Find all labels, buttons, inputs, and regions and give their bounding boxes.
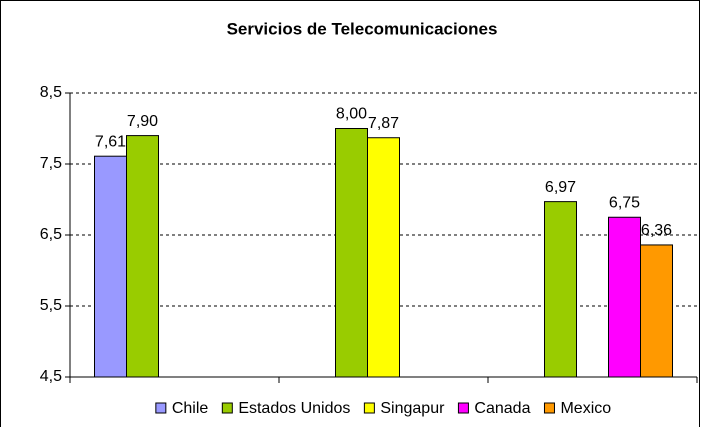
bar [94,155,127,378]
legend-swatch [457,402,469,414]
chart-title: Servicios de Telecomunicaciones [227,19,498,38]
legend-label: Singapur [380,400,445,417]
bar [126,135,159,378]
bar [640,244,673,378]
value-label: 6,75 [609,194,640,211]
bar [367,137,400,378]
legend-label: Chile [172,400,209,417]
y-tick-label: 7,5 [40,155,62,172]
legend-label: Mexico [560,400,611,417]
bar [608,216,641,378]
legend-swatch [543,402,555,414]
legend-swatch [221,402,233,414]
y-tick-label: 4,5 [40,368,62,385]
value-label: 6,97 [545,179,576,196]
value-label: 8,00 [336,106,367,123]
y-tick-label: 6,5 [40,226,62,243]
y-tick-label: 8,5 [40,84,62,101]
bar [335,128,368,378]
value-label: 6,36 [641,222,672,239]
bar [544,201,577,378]
value-label: 7,87 [368,115,399,132]
legend-swatch [155,402,167,414]
value-label: 7,61 [95,133,126,150]
y-tick-label: 5,5 [40,297,62,314]
legend-swatch [363,402,375,414]
value-label: 7,90 [127,113,158,130]
legend-label: Canada [474,400,530,417]
legend-label: Estados Unidos [238,400,350,417]
